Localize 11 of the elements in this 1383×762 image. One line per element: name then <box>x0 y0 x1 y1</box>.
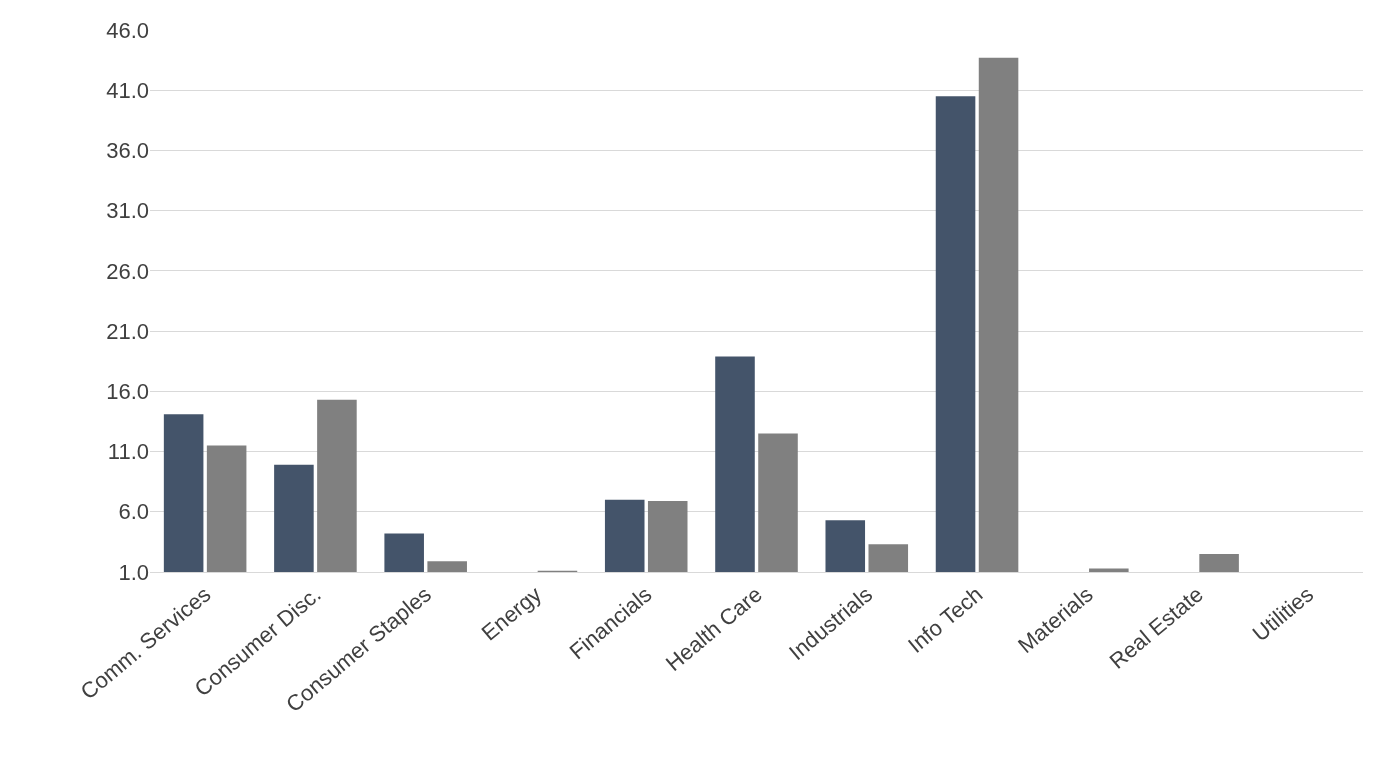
y-tick-label: 16.0 <box>106 379 149 405</box>
y-tick-label: 41.0 <box>106 77 149 103</box>
y-tick-label: 21.0 <box>106 318 149 344</box>
x-tick-label: Info Tech <box>903 581 988 658</box>
y-tick-label: 11.0 <box>107 439 149 465</box>
y-tick-label: 36.0 <box>106 138 149 164</box>
y-tick-label: 1.0 <box>118 559 149 585</box>
y-tick-label: 6.0 <box>118 499 149 525</box>
y-tick-label: 26.0 <box>106 258 149 284</box>
y-tick-label: 46.0 <box>106 17 149 43</box>
y-tick-label: 31.0 <box>106 198 149 224</box>
